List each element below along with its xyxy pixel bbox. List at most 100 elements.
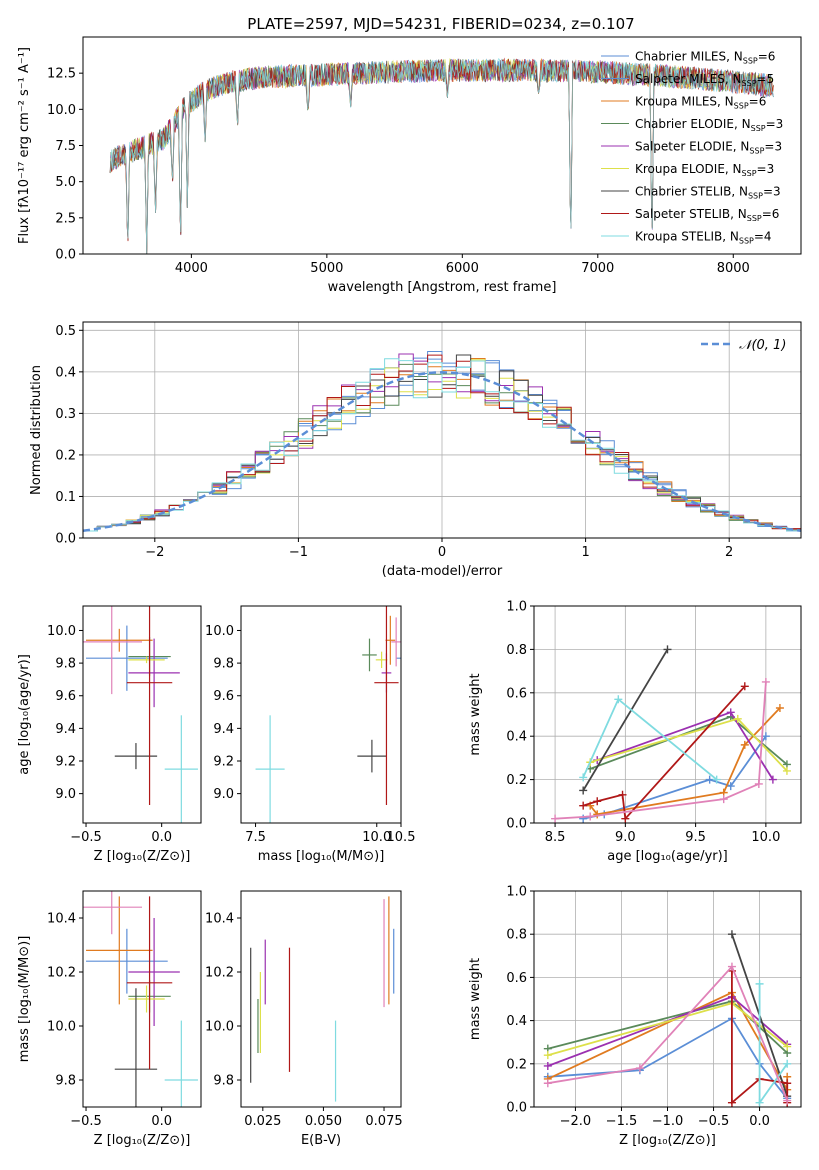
weight-marker — [727, 962, 736, 971]
legend-count: =6 — [749, 95, 767, 109]
axes-frame — [82, 605, 202, 824]
legend-label: Chabrier ELODIE, NSSP=3 — [635, 117, 783, 133]
y-axis-label: mass weight — [468, 673, 483, 755]
weight-marker — [768, 775, 777, 784]
weight-marker — [755, 1098, 764, 1107]
x-axis-label: age [log₁₀(age/yr)] — [607, 849, 728, 864]
panel-z-age: −0.5 0.0 9.0 9.2 9.4 9.6 9.8 10.0 Z [log₁₀(Z/Z⊙)… — [17, 605, 202, 864]
plot-area — [534, 606, 801, 823]
legend-subscript: SSP — [742, 169, 757, 178]
legend-count: =3 — [764, 140, 782, 154]
errorbar-point — [128, 656, 165, 664]
errorbar-point — [385, 615, 396, 665]
x-axis-label: Z [log₁₀(Z/Z⊙)] — [94, 1133, 191, 1148]
weight-marker — [543, 1051, 552, 1060]
y-tick-label: 9.2 — [213, 755, 234, 770]
weight-marker — [719, 795, 728, 804]
errorbar-point — [391, 617, 401, 667]
x-tick-label: 0.0 — [749, 1114, 770, 1129]
x-tick-label: 1 — [581, 545, 589, 560]
panels: 4000 5000 6000 7000 80000.02.55.07.510.012.5… — [17, 36, 802, 1148]
y-tick-label: 9.8 — [55, 657, 76, 672]
errorbar-point — [128, 638, 180, 708]
x-tick-label: −1.5 — [606, 1114, 638, 1129]
y-tick-label: 0.4 — [55, 365, 76, 380]
errorbar-point — [362, 638, 377, 672]
weight-marker — [783, 1059, 792, 1068]
legend-subscript: SSP — [751, 124, 766, 133]
weight-marker — [740, 682, 749, 691]
y-tick-label: 12.5 — [47, 67, 76, 82]
weight-line — [547, 964, 789, 1101]
x-tick-label: 9.0 — [615, 830, 636, 845]
x-tick-label: −1.0 — [652, 1114, 684, 1129]
legend-label: 𝒩(0, 1) — [739, 338, 786, 353]
errorbar-point — [255, 715, 285, 823]
y-tick-label: 0.4 — [506, 730, 527, 745]
legend-subscript: SSP — [747, 214, 762, 223]
legend-subscript: SSP — [742, 79, 757, 88]
y-tick-label: 10.0 — [205, 1020, 234, 1035]
weight-marker — [740, 740, 749, 749]
weight-marker — [618, 790, 627, 799]
y-tick-label: 9.0 — [55, 787, 76, 802]
x-tick-label: −2.0 — [560, 1114, 592, 1129]
x-tick-label: 0.050 — [305, 1114, 342, 1129]
y-tick-label: 0.2 — [55, 448, 76, 463]
errorbar-point — [83, 891, 142, 935]
legend-label: Kroupa ELODIE, NSSP=3 — [635, 162, 774, 178]
weight-marker — [621, 814, 630, 823]
weight-marker — [579, 814, 588, 823]
x-tick-label: −2 — [145, 545, 164, 560]
legend-label: Chabrier STELIB, NSSP=3 — [635, 185, 781, 201]
panel-spectrum: 4000 5000 6000 7000 8000 0.0 2.5 5.0 7.5 10.0 12.5… — [17, 36, 802, 295]
legend-label: Salpeter ELODIE, NSSP=3 — [635, 140, 782, 156]
legend-subscript: SSP — [734, 102, 749, 111]
weight-marker — [593, 810, 602, 819]
y-axis-label: age [log₁₀(age/yr)] — [17, 654, 32, 775]
weight-marker — [551, 814, 560, 823]
spectrum-line — [109, 58, 774, 254]
weight-marker — [783, 1096, 792, 1105]
y-tick-label: 10.0 — [47, 624, 76, 639]
panel-z-weight: −2.0 −1.5 −1.0 −0.5 0.0 0.0 0.2 0.4 0.6 0.8 1.0 Z [… — [468, 885, 802, 1148]
y-axis-label: Flux [fλ10⁻¹⁷ erg cm⁻² s⁻¹ A⁻¹] — [17, 47, 32, 244]
legend-count: =3 — [766, 117, 784, 131]
y-tick-label: 7.5 — [55, 139, 76, 154]
plot-area — [250, 896, 395, 1102]
y-tick-label: 0.0 — [55, 532, 76, 547]
legend-label: Kroupa MILES, NSSP=6 — [635, 95, 766, 111]
x-tick-label: 0.075 — [365, 1114, 402, 1129]
y-tick-label: 9.4 — [55, 722, 76, 737]
weight-marker — [761, 677, 770, 686]
y-tick-label: 10.4 — [205, 912, 234, 927]
weight-marker — [635, 1064, 644, 1073]
axes-frame — [533, 605, 802, 824]
errorbar-point — [114, 743, 158, 770]
y-tick-label: 10.2 — [47, 966, 76, 981]
y-tick-label: 10.0 — [205, 624, 234, 639]
figure-title: PLATE=2597, MJD=54231, FIBERID=0234, z=0… — [247, 15, 634, 33]
x-tick-label: −1 — [289, 545, 308, 560]
weight-marker — [726, 708, 735, 717]
weight-marker — [783, 1079, 792, 1088]
legend-count: =4 — [754, 230, 772, 244]
errorbar-point — [86, 628, 153, 652]
y-tick-label: 0.1 — [55, 490, 76, 505]
weight-marker — [579, 801, 588, 810]
x-axis-label: wavelength [Angstrom, rest frame] — [328, 280, 557, 295]
plot-area — [255, 606, 401, 823]
legend-subscript: SSP — [749, 147, 764, 156]
legend-label: Kroupa STELIB, NSSP=4 — [635, 230, 772, 246]
x-tick-label: 2 — [725, 545, 733, 560]
y-tick-label: 0.5 — [55, 324, 76, 339]
weight-marker — [614, 695, 623, 704]
y-tick-label: 10.0 — [47, 1020, 76, 1035]
errorbar-point — [83, 606, 142, 695]
x-tick-label: 9.5 — [685, 830, 706, 845]
x-axis-label: Z [log₁₀(Z/Z⊙)] — [619, 1133, 716, 1148]
y-tick-label: 10.0 — [47, 103, 76, 118]
weight-marker — [761, 732, 770, 741]
y-tick-label: 0.8 — [506, 928, 527, 943]
